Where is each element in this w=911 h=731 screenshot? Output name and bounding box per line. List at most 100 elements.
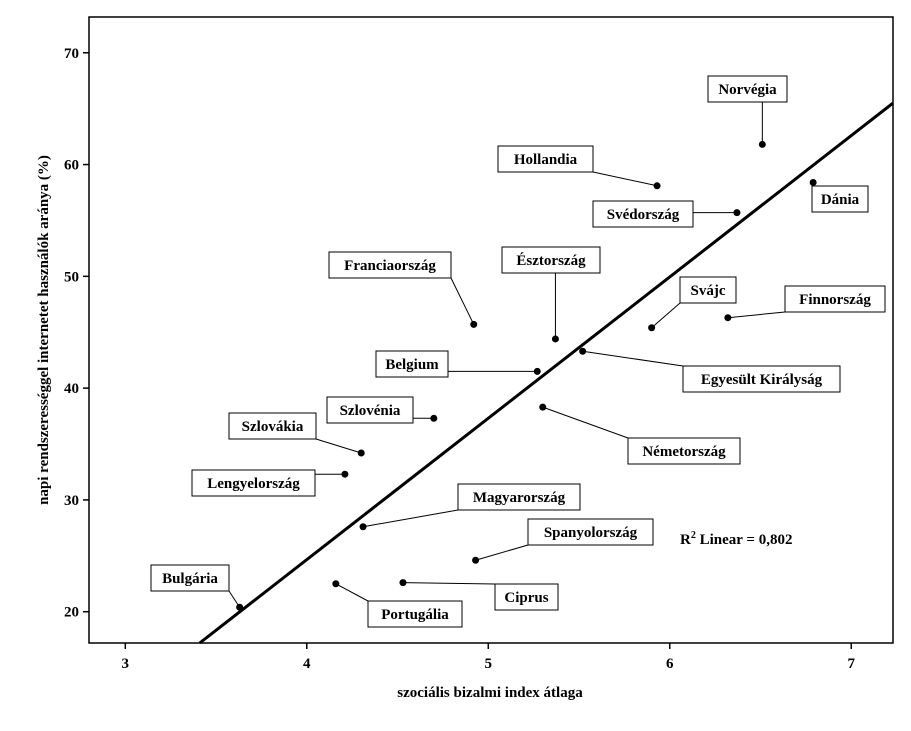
point-label-8: Egyesült Királyság bbox=[701, 372, 823, 388]
r2-annotation: R2 Linear = 0,802 bbox=[680, 530, 792, 548]
point-label-13: Lengyelország bbox=[207, 476, 300, 492]
label-box-3 bbox=[592, 200, 694, 228]
data-point-0 bbox=[758, 140, 766, 148]
label-box-17 bbox=[367, 600, 463, 628]
leader-line-7 bbox=[727, 311, 786, 319]
label-box-1 bbox=[811, 185, 869, 213]
label-box-11 bbox=[627, 437, 741, 465]
point-group-12: Szlovákia bbox=[228, 412, 365, 457]
point-label-0: Norvégia bbox=[718, 82, 777, 98]
y-tick-label-0: 20 bbox=[64, 605, 79, 621]
point-group-5: Észtország bbox=[501, 246, 601, 343]
plot-frame bbox=[88, 16, 894, 644]
r2-text: Linear = 0,802 bbox=[696, 532, 793, 548]
point-label-14: Magyarország bbox=[473, 490, 566, 506]
label-box-9 bbox=[375, 350, 449, 378]
leader-line-17 bbox=[335, 583, 369, 602]
leader-line-6 bbox=[651, 302, 681, 329]
label-box-10 bbox=[326, 396, 414, 424]
leader-line-11 bbox=[542, 406, 629, 439]
x-tick-label-2: 5 bbox=[485, 656, 493, 672]
data-point-16 bbox=[236, 603, 244, 611]
data-point-5 bbox=[551, 335, 559, 343]
point-label-2: Hollandia bbox=[514, 152, 578, 168]
data-point-4 bbox=[470, 320, 478, 328]
point-label-12: Szlovákia bbox=[242, 419, 304, 435]
data-point-1 bbox=[809, 178, 817, 186]
leader-line-14 bbox=[362, 509, 459, 528]
data-point-9 bbox=[533, 367, 541, 375]
data-point-18 bbox=[399, 579, 407, 587]
leader-line-12 bbox=[315, 438, 362, 454]
point-group-6: Svájc bbox=[648, 276, 737, 332]
x-tick-label-4: 7 bbox=[848, 656, 856, 672]
fit-line bbox=[198, 101, 894, 645]
point-label-3: Svédország bbox=[607, 207, 680, 223]
data-point-12 bbox=[357, 449, 365, 457]
leader-line-8 bbox=[582, 350, 684, 367]
point-group-14: Magyarország bbox=[359, 483, 581, 531]
y-tick-label-1: 30 bbox=[64, 493, 79, 509]
y-tick-label-4: 60 bbox=[64, 158, 79, 174]
fit-line-group bbox=[198, 101, 894, 645]
point-label-11: Németország bbox=[642, 444, 726, 460]
point-label-9: Belgium bbox=[385, 357, 439, 373]
data-point-7 bbox=[724, 314, 732, 322]
point-group-4: Franciaország bbox=[328, 251, 478, 328]
point-group-1: Dánia bbox=[809, 178, 869, 213]
point-group-9: Belgium bbox=[375, 350, 541, 378]
x-tick-label-0: 3 bbox=[122, 656, 130, 672]
r2-prefix: R bbox=[680, 532, 691, 548]
leader-line-15 bbox=[475, 544, 529, 561]
data-point-11 bbox=[539, 403, 547, 411]
y-axis: 20 30 40 50 60 70 bbox=[64, 46, 89, 621]
data-point-14 bbox=[359, 523, 367, 531]
points-group: Norvégia Dánia Hollandia Svédország Franciao… bbox=[150, 75, 886, 628]
leader-line-18 bbox=[402, 582, 496, 585]
y-axis-label: napi rendszerességgel internetet használ… bbox=[36, 155, 52, 505]
label-box-0 bbox=[707, 75, 788, 103]
label-box-15 bbox=[527, 518, 654, 546]
point-group-3: Svédország bbox=[592, 200, 741, 228]
data-point-6 bbox=[648, 324, 656, 332]
leader-line-4 bbox=[450, 277, 475, 325]
point-label-18: Ciprus bbox=[504, 590, 548, 606]
label-box-5 bbox=[501, 246, 601, 274]
point-group-13: Lengyelország bbox=[191, 469, 349, 497]
label-box-7 bbox=[784, 285, 886, 313]
point-group-15: Spanyolország bbox=[472, 518, 654, 564]
x-axis: 3 4 5 6 7 bbox=[122, 643, 856, 672]
point-group-16: Bulgária bbox=[150, 564, 244, 611]
point-label-16: Bulgária bbox=[162, 571, 218, 587]
data-point-3 bbox=[733, 209, 741, 217]
label-box-16 bbox=[150, 564, 230, 592]
point-label-17: Portugália bbox=[381, 607, 449, 623]
point-label-10: Szlovénia bbox=[340, 403, 401, 419]
x-axis-label: szociális bizalmi index átlaga bbox=[397, 685, 583, 701]
x-tick-label-3: 6 bbox=[666, 656, 674, 672]
data-point-2 bbox=[653, 182, 661, 190]
y-tick-label-2: 40 bbox=[64, 381, 79, 397]
point-group-10: Szlovénia bbox=[326, 396, 438, 424]
y-tick-label-3: 50 bbox=[64, 269, 79, 285]
label-box-12 bbox=[228, 412, 317, 440]
leader-line-2 bbox=[592, 171, 658, 187]
point-group-11: Németország bbox=[539, 403, 741, 465]
point-label-5: Észtország bbox=[516, 252, 586, 269]
label-box-6 bbox=[679, 276, 737, 304]
label-box-14 bbox=[457, 483, 581, 511]
data-point-13 bbox=[341, 470, 349, 478]
label-box-18 bbox=[494, 583, 559, 611]
point-group-7: Finnország bbox=[724, 285, 886, 322]
point-group-2: Hollandia bbox=[497, 145, 661, 190]
label-box-13 bbox=[191, 469, 316, 497]
x-tick-label-1: 4 bbox=[303, 656, 311, 672]
point-group-0: Norvégia bbox=[707, 75, 788, 148]
point-group-17: Portugália bbox=[332, 580, 463, 628]
data-point-15 bbox=[472, 556, 480, 564]
point-label-6: Svájc bbox=[691, 283, 726, 299]
point-label-7: Finnország bbox=[799, 292, 871, 308]
point-label-4: Franciaország bbox=[344, 258, 436, 274]
data-point-8 bbox=[579, 347, 587, 355]
